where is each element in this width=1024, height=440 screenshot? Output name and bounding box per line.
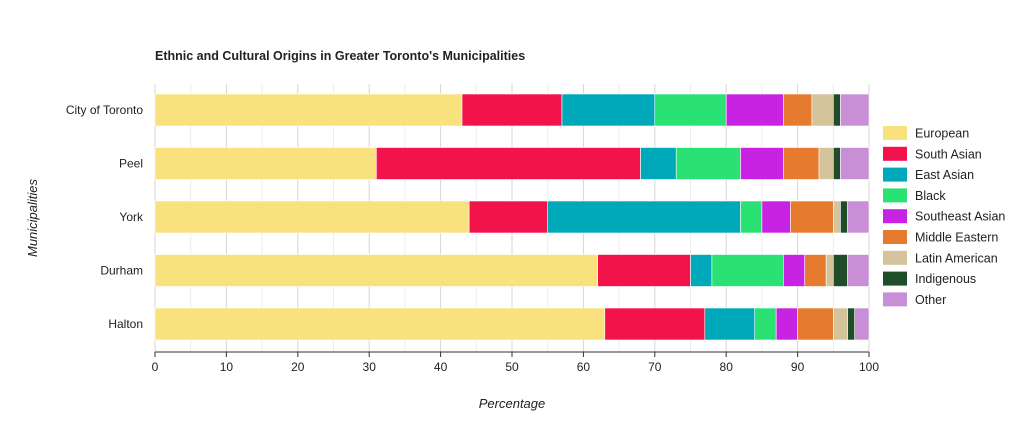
bar-segment	[854, 307, 870, 341]
bar-segment	[740, 147, 784, 180]
legend-swatch	[883, 230, 907, 244]
bar-segment	[783, 254, 806, 287]
bar-segment	[547, 200, 741, 234]
bar-segment	[154, 254, 598, 287]
legend-label: Southeast Asian	[915, 210, 1005, 224]
legend-label: European	[915, 127, 969, 141]
bar-segment	[818, 147, 834, 180]
x-tick-label: 100	[859, 360, 879, 374]
chart-title: Ethnic and Cultural Origins in Greater T…	[155, 49, 525, 63]
bar-segment	[832, 200, 841, 234]
legend-label: Middle Eastern	[915, 231, 998, 245]
bar-segment	[154, 307, 606, 341]
bar-segment	[154, 200, 470, 234]
bar-segment	[640, 147, 677, 180]
bar-segment	[711, 254, 784, 287]
bar-segment	[725, 93, 784, 127]
bar-segment	[847, 254, 870, 287]
legend-swatch	[883, 250, 907, 265]
legend-label: Black	[915, 189, 946, 203]
legend-label: South Asian	[915, 147, 982, 161]
legend-swatch	[883, 271, 907, 286]
bar-segment	[847, 307, 856, 341]
bar-segment	[811, 93, 834, 127]
legend-swatch	[883, 167, 907, 182]
legend-swatch	[883, 292, 907, 307]
x-tick-label: 10	[220, 360, 234, 374]
bar-segment	[154, 93, 463, 127]
legend-label: Indigenous	[915, 272, 976, 286]
bar-segment	[847, 200, 870, 234]
x-tick-label: 40	[434, 360, 448, 374]
legend-label: Latin American	[915, 251, 998, 265]
bar-segment	[797, 307, 834, 341]
bar-segment	[704, 307, 756, 341]
y-axis-title: Municipalities	[25, 178, 40, 257]
bar-segment	[832, 93, 841, 127]
bar-segment	[832, 254, 848, 287]
bar-segment	[690, 254, 713, 287]
x-tick-label: 30	[363, 360, 377, 374]
bar-segment	[832, 147, 841, 180]
bar-segment	[832, 307, 848, 341]
bar-segment	[840, 200, 848, 234]
bar-segment	[468, 200, 549, 234]
legend-swatch	[883, 209, 907, 224]
x-tick-label: 80	[720, 360, 734, 374]
bar-segment	[754, 307, 777, 341]
legend-label: East Asian	[915, 168, 974, 182]
x-tick-label: 20	[291, 360, 305, 374]
bars	[154, 93, 870, 341]
legend-swatch	[883, 126, 907, 140]
y-tick-label: York	[119, 210, 144, 224]
bar-segment	[783, 93, 813, 127]
bar-segment	[675, 147, 741, 180]
x-tick-label: 50	[505, 360, 519, 374]
legend-swatch	[883, 188, 907, 203]
bar-segment	[825, 254, 834, 287]
bar-segment	[740, 200, 763, 234]
x-tick-label: 60	[577, 360, 591, 374]
legend-label: Other	[915, 293, 946, 307]
bar-segment	[604, 307, 706, 341]
x-tick-label: 70	[648, 360, 662, 374]
bar-segment	[654, 93, 727, 127]
bar-segment	[790, 200, 834, 234]
bar-segment	[783, 147, 820, 180]
bar-segment	[840, 93, 870, 127]
y-tick-label: City of Toronto	[66, 103, 143, 117]
bar-segment	[840, 147, 870, 180]
bar-segment	[804, 254, 827, 287]
bar-segment	[775, 307, 798, 341]
legend: European South Asian East Asian Black Southe…	[883, 126, 1005, 307]
bar-segment	[597, 254, 691, 287]
bar-segment	[376, 147, 641, 180]
bar-segment	[461, 93, 563, 127]
legend-swatch	[883, 146, 907, 161]
bar-segment	[154, 147, 377, 180]
x-tick-label: 90	[791, 360, 805, 374]
y-tick-label: Halton	[108, 317, 143, 331]
axes: City of Toronto Peel York Durham Halton 0 10 20…	[66, 103, 879, 374]
x-tick-label: 0	[152, 360, 159, 374]
bar-segment	[761, 200, 791, 234]
bar-segment	[561, 93, 656, 127]
y-tick-label: Peel	[119, 157, 143, 171]
y-tick-label: Durham	[100, 264, 143, 278]
x-axis-title: Percentage	[479, 396, 546, 411]
